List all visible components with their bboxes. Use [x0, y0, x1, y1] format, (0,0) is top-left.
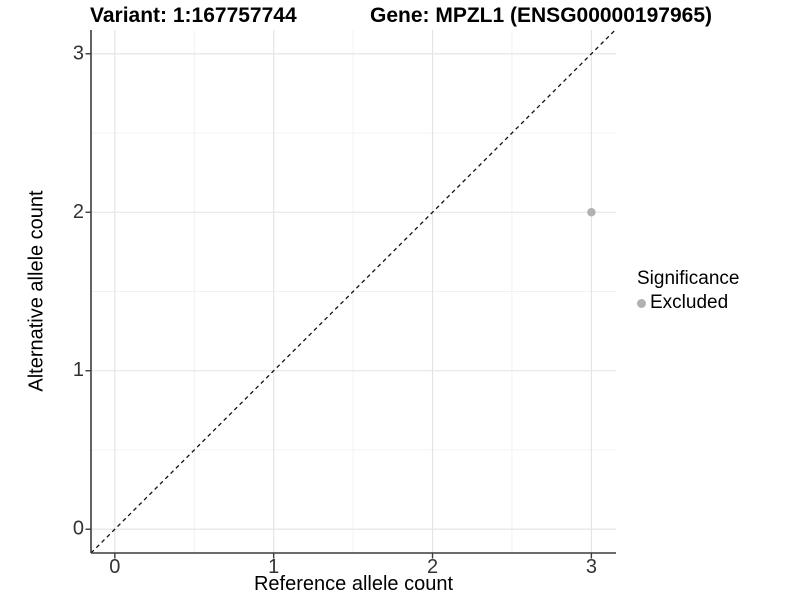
x-tick-label: 2: [427, 556, 438, 578]
y-tick-label: 2: [73, 201, 84, 223]
y-axis-title: Alternative allele count: [25, 190, 48, 392]
x-tick-label: 0: [109, 556, 120, 578]
y-tick-label: 0: [73, 518, 84, 540]
excluded-point-icon: [637, 299, 646, 309]
legend-title: Significance: [637, 268, 740, 289]
legend-entry-excluded: Excluded: [637, 292, 739, 315]
plot-title-gene: Gene: MPZL1 (ENSG00000197965): [370, 4, 712, 27]
x-axis-title: Reference allele count: [253, 573, 453, 595]
legend: Significance Excluded: [637, 268, 739, 315]
identity-line: [90, 29, 616, 554]
legend-entry-label: Excluded: [650, 292, 729, 314]
data-point: [587, 208, 596, 217]
y-tick-label: 3: [73, 42, 84, 64]
x-tick-label: 1: [268, 556, 279, 578]
x-tick-label: 3: [586, 556, 597, 578]
y-tick-label: 1: [73, 359, 84, 381]
plot-title-variant: Variant: 1:167757744: [90, 4, 297, 27]
